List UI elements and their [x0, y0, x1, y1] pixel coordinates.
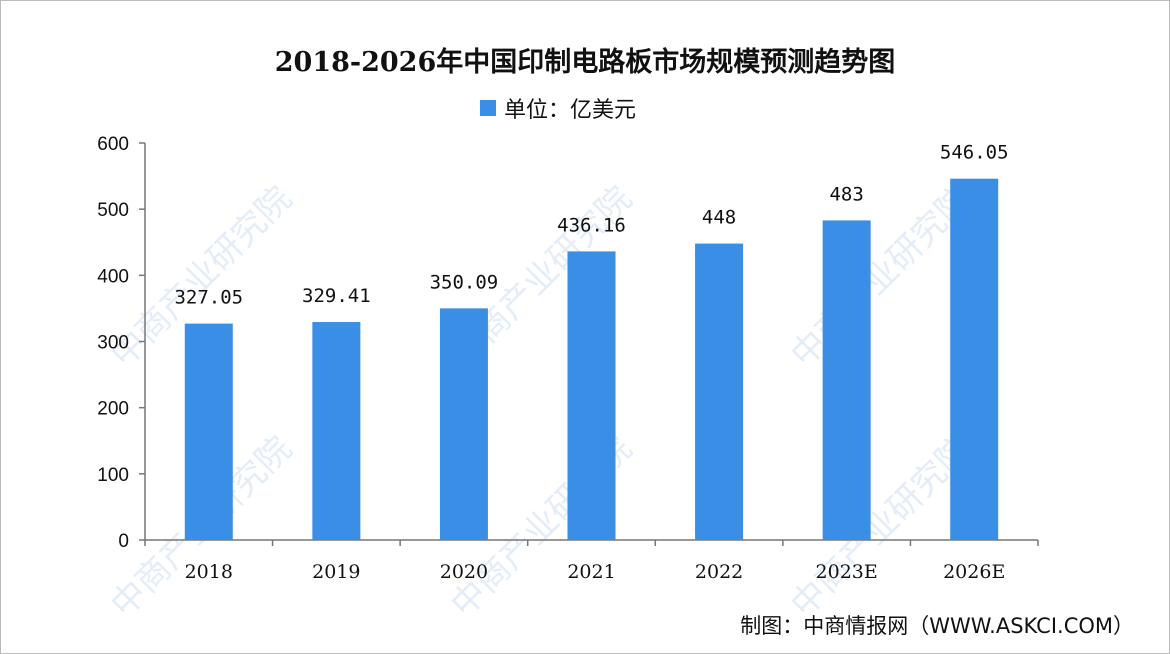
data-label: 448 — [702, 207, 736, 229]
data-label: 329.41 — [302, 285, 371, 307]
y-tick-label: 400 — [97, 266, 129, 287]
data-label: 546.05 — [940, 142, 1009, 164]
bar — [950, 178, 999, 541]
source-note: 制图：中商情报网（WWW.ASKCI.COM） — [740, 614, 1134, 638]
bar — [822, 220, 871, 541]
x-tick-label: 2020 — [440, 561, 488, 583]
y-tick-label: 600 — [97, 134, 129, 155]
x-tick-label: 2022 — [695, 561, 743, 583]
y-tick-label: 200 — [97, 399, 129, 420]
data-label: 436.16 — [557, 214, 626, 236]
bar — [439, 308, 488, 540]
x-tick-label: 2026E — [943, 561, 1005, 583]
bar — [184, 323, 233, 540]
legend-swatch — [480, 100, 496, 116]
y-tick-label: 100 — [97, 465, 129, 486]
data-label: 350.09 — [430, 271, 499, 293]
legend-label: 单位：亿美元 — [504, 98, 637, 123]
legend: 单位：亿美元 — [480, 92, 636, 124]
x-tick-label: 2021 — [567, 561, 615, 583]
data-label: 327.05 — [174, 287, 243, 309]
x-tick-label: 2019 — [312, 561, 360, 583]
bar — [312, 322, 361, 540]
y-tick-label: 500 — [97, 200, 129, 221]
x-tick-label: 2023E — [816, 561, 878, 583]
chart-title: 2018-2026年中国印制电路板市场规模预测趋势图 — [274, 47, 896, 78]
x-tick-label: 2018 — [185, 561, 233, 583]
bar — [695, 243, 744, 540]
bar — [567, 251, 616, 540]
y-tick-label: 300 — [97, 333, 129, 354]
y-tick-label: 0 — [118, 531, 129, 552]
data-label: 483 — [829, 183, 863, 205]
